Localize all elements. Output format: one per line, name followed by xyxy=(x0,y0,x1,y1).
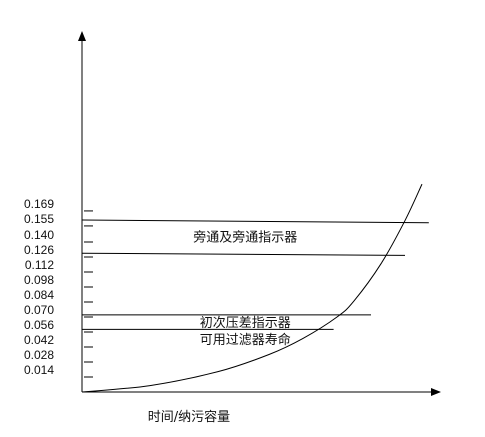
reference-line xyxy=(81,252,406,256)
y-tick-label: 0.028 xyxy=(24,348,54,362)
y-tick-label: 0.042 xyxy=(24,333,54,347)
y-ticks: 0.0140.0280.0420.0560.0700.0840.0980.112… xyxy=(24,197,93,378)
reference-line xyxy=(81,219,429,224)
annotation-label: 旁通及旁通指示器 xyxy=(193,230,297,246)
annotation-label: 初次压差指示器 xyxy=(200,315,291,331)
y-tick-label: 0.056 xyxy=(24,318,54,332)
y-tick-label: 0.112 xyxy=(25,258,54,272)
y-tick-label: 0.169 xyxy=(24,197,54,211)
reference-lines xyxy=(81,219,429,330)
annotation-label: 可用过滤器寿命 xyxy=(200,332,291,348)
y-tick-label: 0.014 xyxy=(24,363,54,377)
y-tick-label: 0.126 xyxy=(24,243,54,257)
y-tick-label: 0.140 xyxy=(24,228,54,242)
y-tick-label: 0.155 xyxy=(24,212,54,226)
y-tick-label: 0.070 xyxy=(24,303,54,317)
y-tick-label: 0.084 xyxy=(24,288,54,302)
x-axis-title: 时间/纳污容量 xyxy=(148,409,230,425)
pressure-curve xyxy=(81,183,423,393)
y-tick-label: 0.098 xyxy=(24,273,54,287)
